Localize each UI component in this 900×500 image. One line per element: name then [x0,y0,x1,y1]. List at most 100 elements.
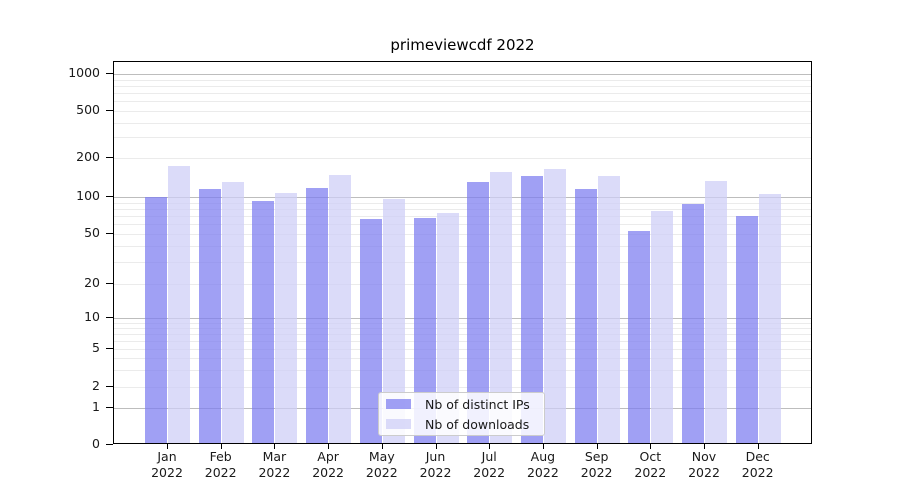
x-tick-label: Apr 2022 [312,449,344,480]
minor-gridline [114,358,811,360]
y-tick [106,110,113,111]
minor-gridline [114,85,811,87]
minor-gridline [114,158,811,160]
minor-gridline [114,137,811,139]
bar-oct-downloads [651,210,674,443]
y-tick [106,407,113,409]
x-tick [489,444,491,450]
y-tick-label: 0 [92,436,100,452]
x-tick-label: Jan 2022 [151,449,183,480]
minor-gridline [114,111,811,112]
y-tick-label: 200 [76,149,100,165]
y-tick [106,73,113,74]
bar-feb-distinct-ips [198,189,221,443]
minor-gridline [114,208,811,210]
y-tick-label: 50 [84,224,100,240]
x-tick-label: Dec 2022 [741,449,774,480]
x-tick-label: Aug 2022 [526,449,559,480]
y-tick-label: 2 [92,377,100,393]
bar-may-downloads [382,199,405,443]
plot-area [113,61,812,444]
minor-gridline [114,245,811,247]
x-tick-label: Feb 2022 [204,449,237,480]
x-tick-label: Mar 2022 [258,449,291,480]
y-tick-label: 20 [84,274,100,290]
minor-gridline [114,202,811,204]
x-tick [704,444,705,450]
y-tick-label: 5 [92,340,100,356]
bar-apr-distinct-ips [306,187,329,443]
legend-swatch-downloads [386,419,411,429]
x-tick [542,444,544,450]
major-gridline [114,197,811,198]
x-tick-label: Jun 2022 [419,449,452,480]
y-tick-label: 1 [92,399,100,415]
bar-jan-distinct-ips [145,197,167,443]
bar-sep-downloads [597,175,620,443]
minor-gridline [114,79,811,81]
x-tick [328,444,330,450]
y-tick [106,196,113,197]
legend-label-distinct-ips: Nb of distinct IPs [425,396,530,412]
legend-label-downloads: Nb of downloads [425,416,530,432]
bar-oct-distinct-ips [628,230,651,443]
bar-feb-downloads [221,181,244,443]
minor-gridline [114,327,811,329]
minor-gridline [114,370,811,372]
minor-gridline [114,349,811,351]
bar-may-distinct-ips [359,219,382,443]
legend-row: Nb of downloads [386,417,537,432]
minor-gridline [114,386,811,388]
minor-gridline [114,322,811,324]
minor-gridline [114,341,811,342]
bar-dec-distinct-ips [735,215,758,443]
legend-swatch-distinct-ips [386,399,411,409]
x-tick [757,444,759,450]
bar-jun-distinct-ips [413,218,436,443]
bar-jan-downloads [168,165,190,443]
minor-gridline [114,334,811,335]
x-tick-label: Nov 2022 [688,449,720,480]
bar-sep-distinct-ips [574,188,597,443]
y-tick [106,282,113,284]
bar-nov-distinct-ips [682,203,704,443]
minor-gridline [114,283,811,285]
y-tick [106,232,113,234]
legend: Nb of distinct IPs Nb of downloads [378,392,545,436]
y-tick [106,316,113,318]
x-tick [381,444,383,450]
x-tick-label: Jul 2022 [473,449,506,480]
y-tick-label: 10 [84,308,100,324]
bar-apr-downloads [329,175,352,443]
y-tick-label: 500 [76,102,100,117]
chart-title: primeviewcdf 2022 [390,36,535,54]
legend-row: Nb of distinct IPs [386,397,537,412]
bar-jul-downloads [490,171,513,443]
minor-gridline [114,233,811,235]
y-tick [106,385,113,387]
bar-jun-downloads [436,212,459,443]
bar-jul-distinct-ips [467,181,490,443]
x-tick-label: May 2022 [365,449,398,480]
y-tick [106,348,113,350]
x-tick-label: Sep 2022 [580,449,613,480]
y-tick-label: 1000 [68,65,100,80]
x-tick [220,444,222,450]
minor-gridline [114,261,811,263]
major-gridline [114,74,811,75]
y-tick [106,157,113,159]
bar-nov-downloads [705,181,727,443]
y-tick [106,444,113,446]
x-tick [596,444,598,450]
minor-gridline [114,93,811,94]
y-tick-label: 100 [76,188,100,203]
major-gridline [114,317,811,319]
x-tick-label: Oct 2022 [634,449,667,480]
bar-aug-distinct-ips [520,176,543,443]
minor-gridline [114,122,811,124]
bar-mar-distinct-ips [252,200,275,443]
bar-aug-downloads [543,169,566,443]
x-tick [650,444,652,450]
x-tick [435,444,437,450]
